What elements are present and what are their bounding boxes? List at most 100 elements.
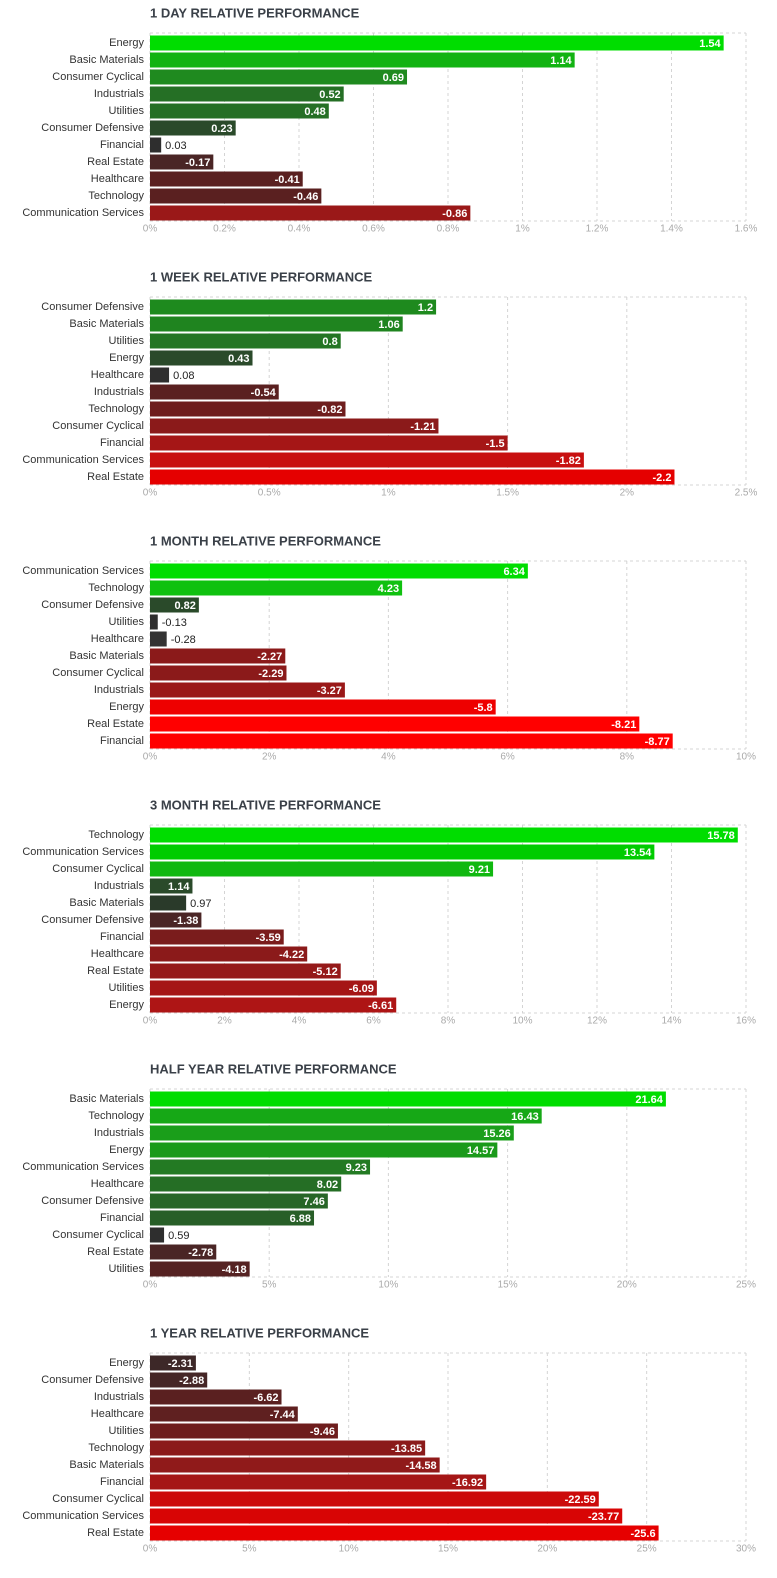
bar bbox=[150, 1525, 659, 1541]
bar bbox=[150, 980, 377, 996]
category-label: Communication Services bbox=[22, 1510, 144, 1522]
category-label: Healthcare bbox=[91, 948, 144, 960]
value-label: -25.6 bbox=[631, 1528, 656, 1540]
value-label: 0.43 bbox=[228, 353, 249, 365]
category-label: Consumer Defensive bbox=[41, 914, 144, 926]
value-label: 1.2 bbox=[418, 302, 433, 314]
bar bbox=[150, 205, 471, 221]
bar-chart: 1 DAY RELATIVE PERFORMANCE 0% 0.2% 0.4% 0.6%… bbox=[22, 5, 757, 234]
value-label: -4.22 bbox=[279, 949, 304, 961]
value-label: -2.29 bbox=[258, 668, 283, 680]
value-label: 8.02 bbox=[317, 1179, 338, 1191]
bar bbox=[150, 1261, 250, 1277]
value-label: -4.18 bbox=[222, 1264, 247, 1276]
bar bbox=[150, 648, 286, 664]
category-label: Industrials bbox=[94, 1127, 145, 1139]
x-tick-label: 1.2% bbox=[586, 224, 609, 235]
x-tick-label: 0% bbox=[143, 1544, 158, 1555]
bar bbox=[150, 401, 346, 417]
bar bbox=[150, 1091, 666, 1107]
bar bbox=[150, 188, 322, 204]
category-label: Consumer Cyclical bbox=[52, 863, 144, 875]
bar-chart: 1 YEAR RELATIVE PERFORMANCE 0% 5% 10% 15% 20%… bbox=[22, 1325, 756, 1554]
value-label: -2.2 bbox=[653, 472, 672, 484]
category-label: Industrials bbox=[94, 880, 145, 892]
bar bbox=[150, 1474, 487, 1490]
value-label: -0.46 bbox=[293, 191, 318, 203]
value-label: 0.23 bbox=[211, 123, 232, 135]
category-label: Technology bbox=[88, 1110, 144, 1122]
bar bbox=[150, 1440, 426, 1456]
x-tick-label: 30% bbox=[736, 1544, 756, 1555]
category-label: Financial bbox=[100, 437, 144, 449]
category-label: Utilities bbox=[109, 1263, 145, 1275]
bar bbox=[150, 171, 303, 187]
value-label: -23.77 bbox=[588, 1511, 619, 1523]
value-label: -1.5 bbox=[486, 438, 505, 450]
bar bbox=[150, 52, 575, 68]
bar bbox=[150, 333, 341, 349]
category-label: Energy bbox=[109, 999, 144, 1011]
bar bbox=[150, 878, 193, 894]
value-label: 9.23 bbox=[346, 1162, 367, 1174]
bar bbox=[150, 665, 287, 681]
value-label: -2.27 bbox=[257, 651, 282, 663]
value-label: 7.46 bbox=[303, 1196, 324, 1208]
bar bbox=[150, 1389, 282, 1405]
category-label: Financial bbox=[100, 1212, 144, 1224]
bar bbox=[150, 929, 284, 945]
category-label: Utilities bbox=[109, 616, 145, 628]
value-label: 1.14 bbox=[168, 881, 190, 893]
value-label: 1.14 bbox=[550, 55, 572, 67]
bar bbox=[150, 316, 403, 332]
category-label: Utilities bbox=[109, 105, 145, 117]
category-label: Basic Materials bbox=[69, 897, 144, 909]
value-label: -1.82 bbox=[556, 455, 581, 467]
category-label: Utilities bbox=[109, 1425, 145, 1437]
category-label: Basic Materials bbox=[69, 318, 144, 330]
bar bbox=[150, 1176, 342, 1192]
chart-title: 1 DAY RELATIVE PERFORMANCE bbox=[150, 5, 360, 20]
bar-chart: HALF YEAR RELATIVE PERFORMANCE 0% 5% 10% 15%… bbox=[22, 1061, 756, 1290]
value-label: -0.41 bbox=[275, 174, 300, 186]
category-label: Basic Materials bbox=[69, 650, 144, 662]
value-label: 9.21 bbox=[469, 864, 490, 876]
bar-chart: 3 MONTH RELATIVE PERFORMANCE 0% 2% 4% 6% 8% 10… bbox=[22, 797, 756, 1026]
bar bbox=[150, 1227, 165, 1243]
category-label: Financial bbox=[100, 931, 144, 943]
bar bbox=[150, 1406, 298, 1422]
value-label: -14.58 bbox=[405, 1460, 436, 1472]
value-label: -0.28 bbox=[171, 634, 196, 646]
category-label: Utilities bbox=[109, 335, 145, 347]
value-label: -2.31 bbox=[168, 1358, 193, 1370]
category-label: Technology bbox=[88, 582, 144, 594]
x-tick-label: 14% bbox=[661, 1016, 681, 1027]
category-label: Financial bbox=[100, 139, 144, 151]
x-tick-label: 1.4% bbox=[660, 224, 683, 235]
x-tick-label: 20% bbox=[537, 1544, 557, 1555]
category-label: Consumer Cyclical bbox=[52, 420, 144, 432]
x-tick-label: 1% bbox=[515, 224, 530, 235]
value-label: 16.43 bbox=[511, 1111, 539, 1123]
bar bbox=[150, 137, 162, 153]
x-tick-label: 0.5% bbox=[258, 488, 281, 499]
value-label: 0.48 bbox=[304, 106, 325, 118]
value-label: 4.23 bbox=[378, 583, 399, 595]
bar bbox=[150, 963, 341, 979]
category-label: Communication Services bbox=[22, 1161, 144, 1173]
category-label: Communication Services bbox=[22, 565, 144, 577]
value-label: 21.64 bbox=[635, 1094, 663, 1106]
x-tick-label: 1% bbox=[381, 488, 396, 499]
category-label: Technology bbox=[88, 190, 144, 202]
bar bbox=[150, 469, 675, 485]
x-tick-label: 25% bbox=[637, 1544, 657, 1555]
value-label: -7.44 bbox=[270, 1409, 296, 1421]
category-label: Industrials bbox=[94, 1391, 145, 1403]
value-label: 13.54 bbox=[624, 847, 652, 859]
x-tick-label: 4% bbox=[292, 1016, 307, 1027]
x-tick-label: 6% bbox=[366, 1016, 381, 1027]
value-label: 15.26 bbox=[483, 1128, 511, 1140]
bar bbox=[150, 120, 236, 136]
bar bbox=[150, 350, 253, 366]
